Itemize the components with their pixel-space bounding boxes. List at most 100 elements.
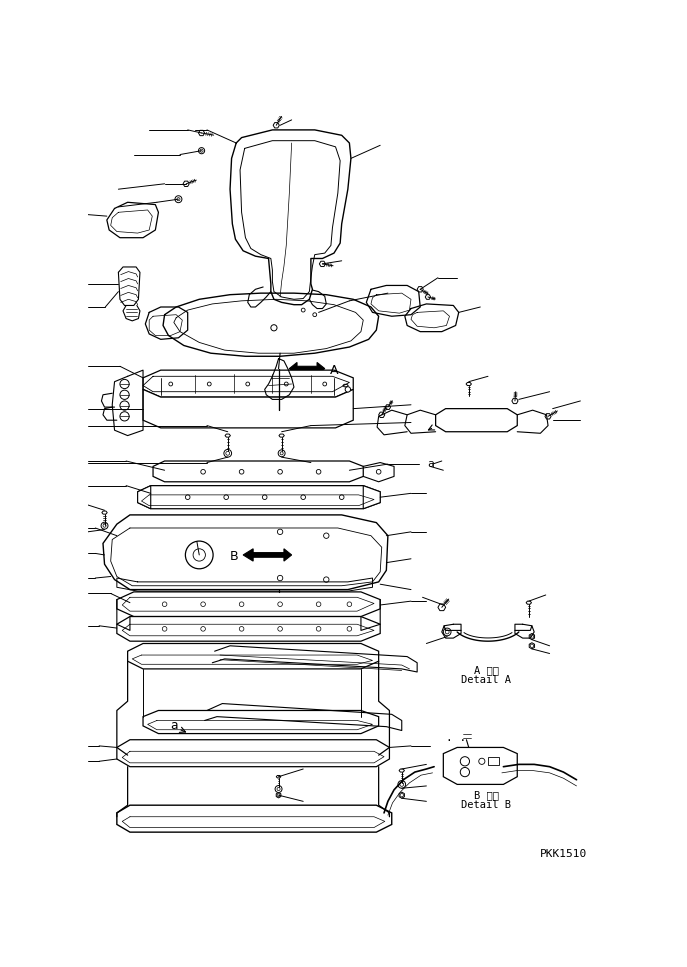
- Polygon shape: [143, 390, 353, 427]
- Circle shape: [201, 601, 205, 606]
- Circle shape: [239, 469, 244, 474]
- Text: A 詳細: A 詳細: [474, 665, 499, 675]
- Polygon shape: [512, 398, 518, 403]
- Circle shape: [443, 629, 451, 635]
- Polygon shape: [399, 769, 405, 772]
- Polygon shape: [363, 485, 380, 509]
- Circle shape: [278, 529, 283, 535]
- Polygon shape: [128, 643, 379, 669]
- Polygon shape: [153, 461, 363, 482]
- Circle shape: [239, 627, 244, 631]
- Circle shape: [530, 635, 534, 638]
- Circle shape: [460, 757, 469, 766]
- Polygon shape: [225, 434, 230, 437]
- Circle shape: [207, 382, 211, 386]
- Circle shape: [120, 412, 129, 421]
- Circle shape: [199, 148, 205, 154]
- Polygon shape: [343, 384, 348, 387]
- Polygon shape: [443, 747, 517, 784]
- Polygon shape: [529, 643, 534, 649]
- Polygon shape: [385, 405, 391, 409]
- Polygon shape: [279, 434, 284, 437]
- Circle shape: [316, 627, 321, 631]
- Text: Detail A: Detail A: [462, 676, 511, 686]
- Polygon shape: [276, 776, 281, 777]
- Text: Detail B: Detail B: [462, 800, 511, 810]
- Circle shape: [120, 379, 129, 389]
- Polygon shape: [545, 414, 551, 419]
- Circle shape: [324, 533, 329, 539]
- Circle shape: [376, 469, 381, 474]
- Polygon shape: [526, 601, 532, 604]
- Circle shape: [193, 549, 205, 561]
- Polygon shape: [102, 511, 107, 514]
- Circle shape: [323, 382, 327, 386]
- Circle shape: [400, 794, 403, 797]
- Circle shape: [316, 469, 321, 474]
- Circle shape: [400, 782, 404, 786]
- Polygon shape: [379, 412, 385, 418]
- Circle shape: [185, 542, 213, 569]
- Polygon shape: [466, 383, 471, 386]
- Polygon shape: [273, 123, 280, 128]
- Circle shape: [530, 644, 534, 648]
- Circle shape: [120, 390, 129, 399]
- Circle shape: [278, 575, 283, 581]
- Circle shape: [302, 308, 305, 312]
- Polygon shape: [399, 792, 405, 799]
- Polygon shape: [143, 711, 379, 734]
- Polygon shape: [117, 740, 390, 767]
- Circle shape: [277, 794, 280, 797]
- Circle shape: [339, 495, 344, 500]
- Circle shape: [347, 627, 352, 631]
- Circle shape: [169, 382, 172, 386]
- Circle shape: [226, 452, 229, 455]
- Text: B: B: [230, 550, 238, 563]
- Circle shape: [271, 325, 277, 331]
- Polygon shape: [436, 409, 517, 431]
- Text: A: A: [330, 364, 339, 376]
- Text: a: a: [427, 459, 433, 469]
- Circle shape: [200, 149, 203, 152]
- Circle shape: [103, 524, 106, 527]
- Circle shape: [398, 780, 405, 788]
- Text: B 詳細: B 詳細: [474, 790, 499, 800]
- Text: PKK1510: PKK1510: [540, 849, 587, 859]
- Circle shape: [460, 768, 469, 777]
- Circle shape: [278, 627, 282, 631]
- Polygon shape: [143, 370, 353, 397]
- Circle shape: [262, 495, 267, 500]
- Polygon shape: [117, 806, 392, 833]
- Polygon shape: [103, 514, 388, 590]
- Polygon shape: [417, 286, 423, 292]
- Polygon shape: [319, 261, 326, 267]
- Polygon shape: [425, 295, 431, 300]
- Circle shape: [278, 469, 282, 474]
- Circle shape: [239, 601, 244, 606]
- Circle shape: [201, 627, 205, 631]
- Circle shape: [316, 601, 321, 606]
- Circle shape: [162, 627, 167, 631]
- Text: . .: . .: [446, 733, 466, 744]
- Polygon shape: [243, 549, 292, 561]
- Circle shape: [185, 495, 190, 500]
- Circle shape: [347, 601, 352, 606]
- Circle shape: [280, 452, 283, 454]
- Circle shape: [224, 495, 229, 500]
- Polygon shape: [529, 633, 534, 639]
- Circle shape: [479, 758, 485, 764]
- Polygon shape: [117, 592, 380, 617]
- Circle shape: [201, 469, 205, 474]
- Circle shape: [177, 197, 180, 201]
- Polygon shape: [183, 181, 189, 187]
- Polygon shape: [289, 363, 325, 375]
- Polygon shape: [137, 485, 380, 509]
- Circle shape: [275, 785, 282, 793]
- Text: a: a: [170, 719, 177, 732]
- Circle shape: [313, 312, 317, 316]
- Circle shape: [278, 450, 285, 456]
- Circle shape: [277, 787, 280, 791]
- Polygon shape: [117, 617, 380, 641]
- Circle shape: [224, 450, 232, 457]
- Polygon shape: [488, 757, 499, 765]
